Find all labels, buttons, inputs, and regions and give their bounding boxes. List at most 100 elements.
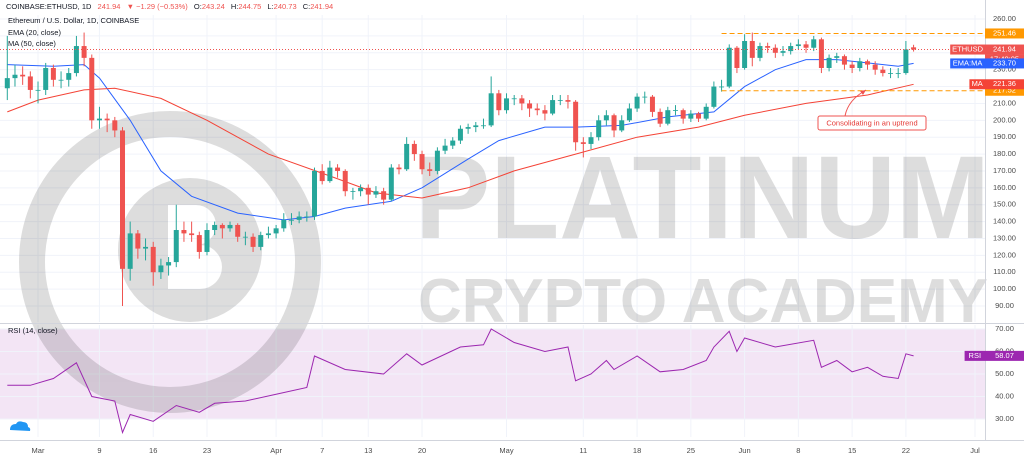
candle-body — [826, 57, 832, 68]
candle-body — [603, 115, 609, 121]
candle-body — [358, 187, 364, 192]
candle-body — [396, 167, 402, 170]
x-tick-label: 18 — [633, 446, 641, 455]
candle-body — [273, 228, 279, 234]
y-tick-label: 70.00 — [995, 324, 1014, 333]
y-tick-label: 40.00 — [995, 392, 1014, 401]
candle-body — [864, 61, 870, 65]
candle-body — [857, 61, 863, 68]
candle-body — [327, 167, 333, 182]
y-tick-label: 170.00 — [993, 166, 1016, 175]
candle-body — [711, 86, 717, 107]
candle-body — [288, 219, 294, 221]
y-tick-label: 30.00 — [995, 414, 1014, 423]
candle-body — [312, 170, 318, 217]
candle-body — [757, 46, 763, 58]
header-label: C: — [303, 2, 311, 11]
y-tick-label: 150.00 — [993, 200, 1016, 209]
header-value: 241.94 — [310, 2, 333, 11]
plot-area — [0, 32, 985, 435]
candle-body — [841, 56, 847, 65]
candle-body — [795, 44, 801, 47]
candle-body — [166, 262, 172, 266]
candle-body — [319, 170, 325, 182]
candle-body — [242, 236, 248, 238]
price-label-value: 58.07 — [995, 351, 1014, 360]
candle-body — [665, 110, 671, 124]
candle-body — [58, 79, 64, 81]
y-tick-label: 230.00 — [993, 65, 1016, 74]
price-label-name-box — [950, 58, 985, 69]
price-label-box — [985, 44, 1024, 55]
candle-body — [580, 142, 586, 144]
y-tick-label: 190.00 — [993, 132, 1016, 141]
candle-body — [434, 150, 440, 171]
x-tick-label: 23 — [203, 446, 211, 455]
header-symbol: COINBASE:ETHUSD, 1D — [6, 2, 92, 11]
candle-body — [749, 40, 755, 58]
candle-body — [204, 230, 210, 252]
candle-body — [404, 143, 410, 170]
candle-body — [611, 115, 617, 131]
y-tick-label: 160.00 — [993, 183, 1016, 192]
header-value: 243.24 — [202, 2, 225, 11]
candle-body — [504, 98, 510, 111]
candle-body — [365, 187, 371, 195]
candle-body — [189, 233, 195, 236]
candle-body — [335, 167, 341, 171]
y-tick-label: 110.00 — [993, 267, 1015, 276]
price-label-value: 251.46 — [993, 28, 1016, 37]
candle-body — [457, 128, 463, 141]
candle-body — [511, 98, 517, 100]
candle-body — [27, 76, 33, 90]
price-label-value: 233.70 — [993, 58, 1016, 67]
price-label-box — [985, 58, 1024, 69]
candle-body — [657, 111, 663, 124]
candle-body — [81, 46, 87, 58]
candle-body — [342, 170, 348, 192]
x-tick-label: 7 — [320, 446, 324, 455]
candle-body — [626, 108, 632, 121]
candle-body — [565, 100, 571, 102]
candle-body — [120, 130, 126, 269]
price-label-name: ETHUSD — [952, 45, 983, 54]
series-line — [7, 83, 914, 199]
candle-body — [596, 120, 602, 138]
candle-body — [726, 47, 732, 87]
candle-body — [488, 93, 494, 126]
candle-body — [258, 235, 264, 247]
candle-body — [588, 137, 594, 144]
candle-body — [66, 73, 72, 80]
candle-body — [281, 219, 287, 229]
candle-body — [619, 120, 625, 131]
candle-body — [235, 224, 241, 237]
header-value: 240.73 — [274, 2, 297, 11]
candle-body — [304, 216, 310, 218]
watermark-ring — [19, 111, 321, 413]
legend-entry: EMA (20, close) — [8, 28, 61, 37]
candle-body — [388, 167, 394, 200]
candle-body — [519, 98, 525, 104]
candle-body — [250, 236, 256, 247]
candle-body — [903, 49, 909, 74]
series-line — [7, 328, 914, 435]
x-tick-label: May — [499, 446, 513, 455]
price-label-name: RSI — [969, 351, 982, 360]
candle-body — [442, 145, 448, 151]
candle-body — [818, 39, 824, 68]
candle-body — [772, 47, 778, 53]
price-label-value: 241.94 — [993, 45, 1016, 54]
price-label-box — [985, 85, 1024, 96]
candle-body — [550, 100, 556, 114]
price-label-box — [985, 350, 1024, 361]
x-tick-label: 20 — [418, 446, 426, 455]
y-tick-label: 140.00 — [993, 217, 1016, 226]
candle-body — [634, 96, 640, 109]
candle-body — [296, 216, 302, 220]
price-label-name-box — [964, 350, 985, 361]
watermark: PLATINUM CRYPTO ACADEMY — [19, 111, 990, 413]
price-label-name-box — [969, 79, 985, 90]
price-label-box — [985, 79, 1024, 90]
candle-body — [473, 125, 479, 128]
